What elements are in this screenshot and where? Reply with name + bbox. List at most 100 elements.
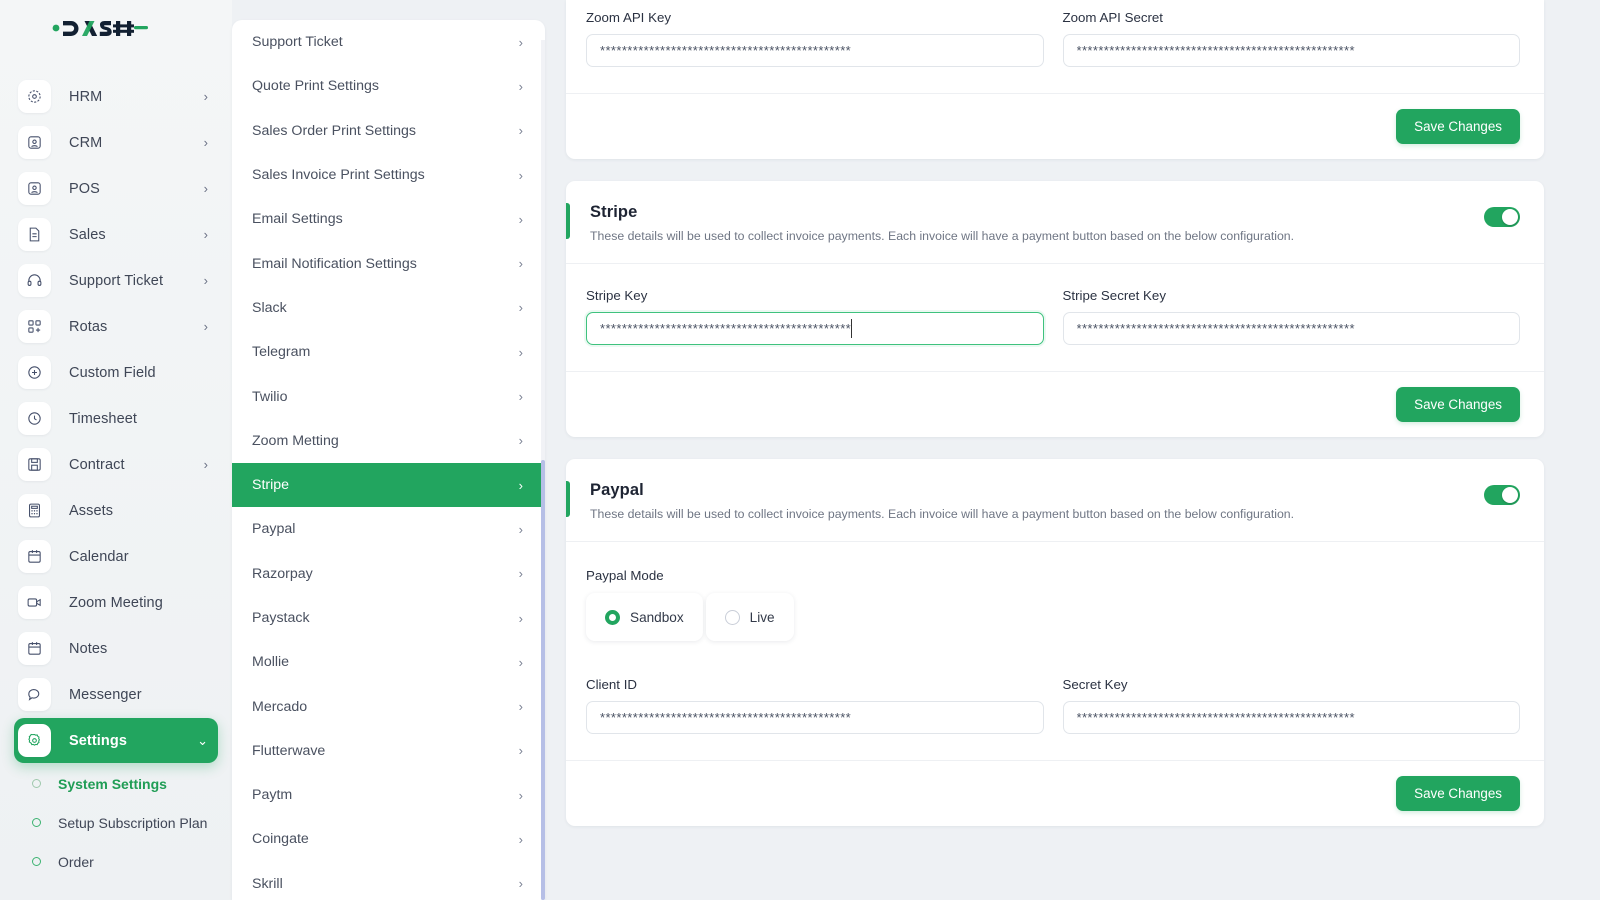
sidebar-item-support-ticket[interactable]: Support Ticket › xyxy=(14,258,218,303)
sidebar-item-contract[interactable]: Contract › xyxy=(14,442,218,487)
stripe-card-header: Stripe These details will be used to col… xyxy=(566,181,1544,265)
stripe-card-body: Stripe Key Stripe Secret Key xyxy=(566,264,1544,371)
settings-nav-item-email-notification-settings[interactable]: Email Notification Settings › xyxy=(232,241,545,285)
zoom-api-key-field: Zoom API Key xyxy=(586,10,1044,67)
stripe-key-input[interactable] xyxy=(586,312,1044,346)
sidebar-item-label: Rotas xyxy=(69,318,108,335)
sidebar-nav-scroll[interactable]: HRM › CRM › POS › xyxy=(0,56,232,900)
stripe-save-changes-button[interactable]: Save Changes xyxy=(1396,387,1520,423)
bullet-dot-icon xyxy=(32,779,41,788)
sidebar-item-rotas[interactable]: Rotas › xyxy=(14,304,218,349)
clock-icon xyxy=(18,402,51,435)
sidebar-item-label: Contract xyxy=(69,456,125,473)
settings-nav-item-coingate[interactable]: Coingate › xyxy=(232,817,545,861)
settings-nav-item-twilio[interactable]: Twilio › xyxy=(232,374,545,418)
sidebar-subitem-system-settings[interactable]: System Settings xyxy=(0,764,232,803)
settings-nav-label: Mollie xyxy=(252,654,290,671)
paypal-enable-toggle[interactable] xyxy=(1484,485,1520,506)
sidebar-item-label: Timesheet xyxy=(69,410,138,427)
calendar-icon xyxy=(18,540,51,573)
paypal-mode-live-option[interactable]: Live xyxy=(705,593,794,642)
sidebar-item-timesheet[interactable]: Timesheet xyxy=(14,396,218,441)
gear-icon xyxy=(18,724,51,757)
pos-icon xyxy=(18,172,51,205)
sidebar-item-messenger[interactable]: Messenger xyxy=(14,672,218,717)
sidebar-item-calendar[interactable]: Calendar xyxy=(14,534,218,579)
paypal-client-id-field: Client ID xyxy=(586,677,1044,735)
settings-nav-item-support-ticket[interactable]: Support Ticket › xyxy=(232,20,545,64)
stripe-title: Stripe xyxy=(590,203,638,221)
settings-nav-item-email-settings[interactable]: Email Settings › xyxy=(232,197,545,241)
settings-nav-item-paystack[interactable]: Paystack › xyxy=(232,596,545,640)
radio-selected-icon xyxy=(605,609,620,625)
sidebar-item-settings[interactable]: Settings ⌄ xyxy=(14,718,218,763)
settings-nav-item-flutterwave[interactable]: Flutterwave › xyxy=(232,729,545,773)
settings-nav-label: Paypal xyxy=(252,521,296,538)
stripe-secret-key-input[interactable] xyxy=(1062,312,1520,346)
sidebar-item-pos[interactable]: POS › xyxy=(14,166,218,211)
sidebar-item-zoom-meeting[interactable]: Zoom Meeting xyxy=(14,580,218,625)
sidebar-item-hrm[interactable]: HRM › xyxy=(14,74,218,119)
settings-nav-list[interactable]: Support Ticket › Quote Print Settings › … xyxy=(232,20,545,900)
paypal-subtitle: These details will be used to collect in… xyxy=(590,507,1295,522)
paypal-mode-radio-group[interactable]: Sandbox Live xyxy=(586,593,1520,642)
stripe-enable-toggle[interactable] xyxy=(1484,207,1520,227)
stripe-subtitle: These details will be used to collect in… xyxy=(590,229,1295,243)
paypal-client-id-input[interactable] xyxy=(586,701,1044,735)
chevron-right-icon: › xyxy=(203,227,208,242)
settings-nav-label: Mercado xyxy=(252,698,308,715)
sidebar-item-sales[interactable]: Sales › xyxy=(14,212,218,257)
paypal-mode-option-label: Sandbox xyxy=(630,609,684,625)
bullet-dot-icon xyxy=(32,818,41,827)
settings-nav-item-skrill[interactable]: Skrill › xyxy=(232,862,545,900)
settings-nav-item-telegram[interactable]: Telegram › xyxy=(232,330,545,374)
settings-nav-item-mercado[interactable]: Mercado › xyxy=(232,684,545,728)
settings-nav-item-stripe[interactable]: Stripe › xyxy=(232,462,545,508)
sidebar-item-custom-field[interactable]: Custom Field xyxy=(14,350,218,395)
chevron-right-icon: › xyxy=(203,89,208,104)
paypal-save-changes-button[interactable]: Save Changes xyxy=(1396,776,1520,812)
settings-nav-item-paypal[interactable]: Paypal › xyxy=(232,507,545,551)
paypal-secret-key-input[interactable] xyxy=(1062,701,1520,735)
sidebar-subitem-order[interactable]: Order xyxy=(0,842,232,881)
settings-nav-label: Paystack xyxy=(252,610,310,626)
zoom-api-secret-input-wrap xyxy=(1062,34,1520,67)
settings-nav-item-razorpay[interactable]: Razorpay › xyxy=(232,552,545,596)
settings-nav-label: Razorpay xyxy=(252,565,313,582)
paypal-mode-sandbox-option[interactable]: Sandbox xyxy=(586,593,703,642)
chevron-right-icon: › xyxy=(518,34,523,50)
settings-nav-label: Stripe xyxy=(252,477,290,494)
stripe-key-input-wrap xyxy=(586,312,1044,346)
sidebar-item-notes[interactable]: Notes xyxy=(14,626,218,671)
paypal-card-footer: Save Changes xyxy=(566,760,1544,826)
zoom-save-changes-button[interactable]: Save Changes xyxy=(1396,109,1520,144)
sidebar-subitem-setup-subscription-plan[interactable]: Setup Subscription Plan xyxy=(0,803,232,842)
sidebar-item-label: Messenger xyxy=(69,686,142,703)
chevron-right-icon: › xyxy=(518,743,523,759)
zoom-api-secret-input[interactable] xyxy=(1062,34,1520,67)
sidebar-subitem-label: Order xyxy=(58,853,94,870)
sidebar-item-label: Zoom Meeting xyxy=(69,594,163,611)
settings-nav-item-mollie[interactable]: Mollie › xyxy=(232,640,545,684)
settings-nav-label: Sales Order Print Settings xyxy=(252,122,417,139)
chevron-right-icon: › xyxy=(518,787,523,803)
settings-nav-item-quote-print-settings[interactable]: Quote Print Settings › xyxy=(232,64,545,108)
chevron-right-icon: › xyxy=(203,319,208,334)
zoom-api-key-input[interactable] xyxy=(586,34,1044,67)
settings-nav-item-paytm[interactable]: Paytm › xyxy=(232,773,545,817)
settings-nav-scrollbar-thumb[interactable] xyxy=(541,460,545,900)
settings-nav-label: Slack xyxy=(252,299,287,316)
settings-nav-item-sales-invoice-print-settings[interactable]: Sales Invoice Print Settings › xyxy=(232,153,545,197)
brand-logo[interactable] xyxy=(0,0,232,56)
sidebar-item-crm[interactable]: CRM › xyxy=(14,120,218,165)
settings-nav-item-zoom-metting[interactable]: Zoom Metting › xyxy=(232,419,545,463)
headset-icon xyxy=(18,264,51,297)
settings-nav-item-slack[interactable]: Slack › xyxy=(232,286,545,330)
settings-nav-label: Skrill xyxy=(252,875,283,892)
hrm-icon xyxy=(18,80,51,113)
settings-nav-item-sales-order-print-settings[interactable]: Sales Order Print Settings › xyxy=(232,109,545,153)
stripe-settings-card: Stripe These details will be used to col… xyxy=(566,181,1544,438)
sidebar-item-assets[interactable]: Assets xyxy=(14,488,218,533)
stripe-secret-key-input-wrap xyxy=(1062,312,1520,346)
